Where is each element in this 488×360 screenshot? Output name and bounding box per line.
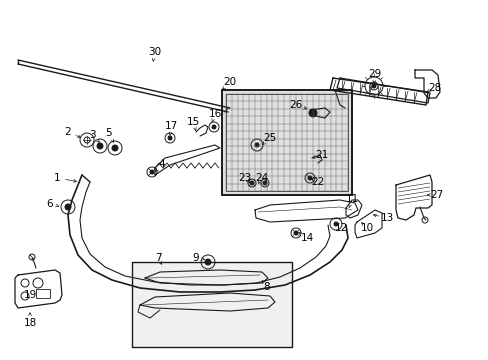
Circle shape <box>293 231 297 235</box>
Text: 28: 28 <box>427 83 441 93</box>
Text: 3: 3 <box>88 130 95 140</box>
Circle shape <box>204 259 210 265</box>
Text: 11: 11 <box>345 194 358 204</box>
Circle shape <box>212 125 216 129</box>
Circle shape <box>112 145 118 151</box>
Bar <box>222 90 351 195</box>
Text: 10: 10 <box>360 223 373 233</box>
Text: 18: 18 <box>23 318 37 328</box>
Text: 27: 27 <box>429 190 443 200</box>
Text: 22: 22 <box>311 177 324 187</box>
Text: 4: 4 <box>159 159 165 169</box>
Text: 21: 21 <box>315 150 328 160</box>
Circle shape <box>307 176 311 180</box>
Circle shape <box>168 136 172 140</box>
Text: 8: 8 <box>263 282 270 292</box>
Circle shape <box>254 143 259 147</box>
Circle shape <box>150 170 154 174</box>
Bar <box>225 94 347 191</box>
Text: 17: 17 <box>164 121 177 131</box>
Circle shape <box>260 279 264 283</box>
Circle shape <box>263 181 266 185</box>
Text: 30: 30 <box>148 47 161 57</box>
Circle shape <box>308 109 316 117</box>
Text: 12: 12 <box>334 223 347 233</box>
Circle shape <box>249 181 253 185</box>
Text: 1: 1 <box>54 173 60 183</box>
Bar <box>222 90 351 195</box>
Text: 13: 13 <box>380 213 393 223</box>
Text: 23: 23 <box>238 173 251 183</box>
Text: 25: 25 <box>263 133 276 143</box>
Circle shape <box>97 143 103 149</box>
Text: 7: 7 <box>154 253 161 263</box>
Text: 14: 14 <box>300 233 313 243</box>
Text: 15: 15 <box>186 117 199 127</box>
Text: 20: 20 <box>223 77 236 87</box>
Bar <box>36 289 50 298</box>
Text: 26: 26 <box>289 100 302 110</box>
Circle shape <box>371 84 375 88</box>
Circle shape <box>65 204 71 210</box>
Text: 9: 9 <box>192 253 199 263</box>
Bar <box>132 262 291 347</box>
Text: 6: 6 <box>46 199 53 209</box>
Text: 24: 24 <box>255 173 268 183</box>
Text: 2: 2 <box>64 127 71 137</box>
Text: 5: 5 <box>105 128 112 138</box>
Circle shape <box>333 222 337 226</box>
Text: 19: 19 <box>23 290 37 300</box>
Text: 29: 29 <box>367 69 381 79</box>
Text: 16: 16 <box>208 109 221 119</box>
